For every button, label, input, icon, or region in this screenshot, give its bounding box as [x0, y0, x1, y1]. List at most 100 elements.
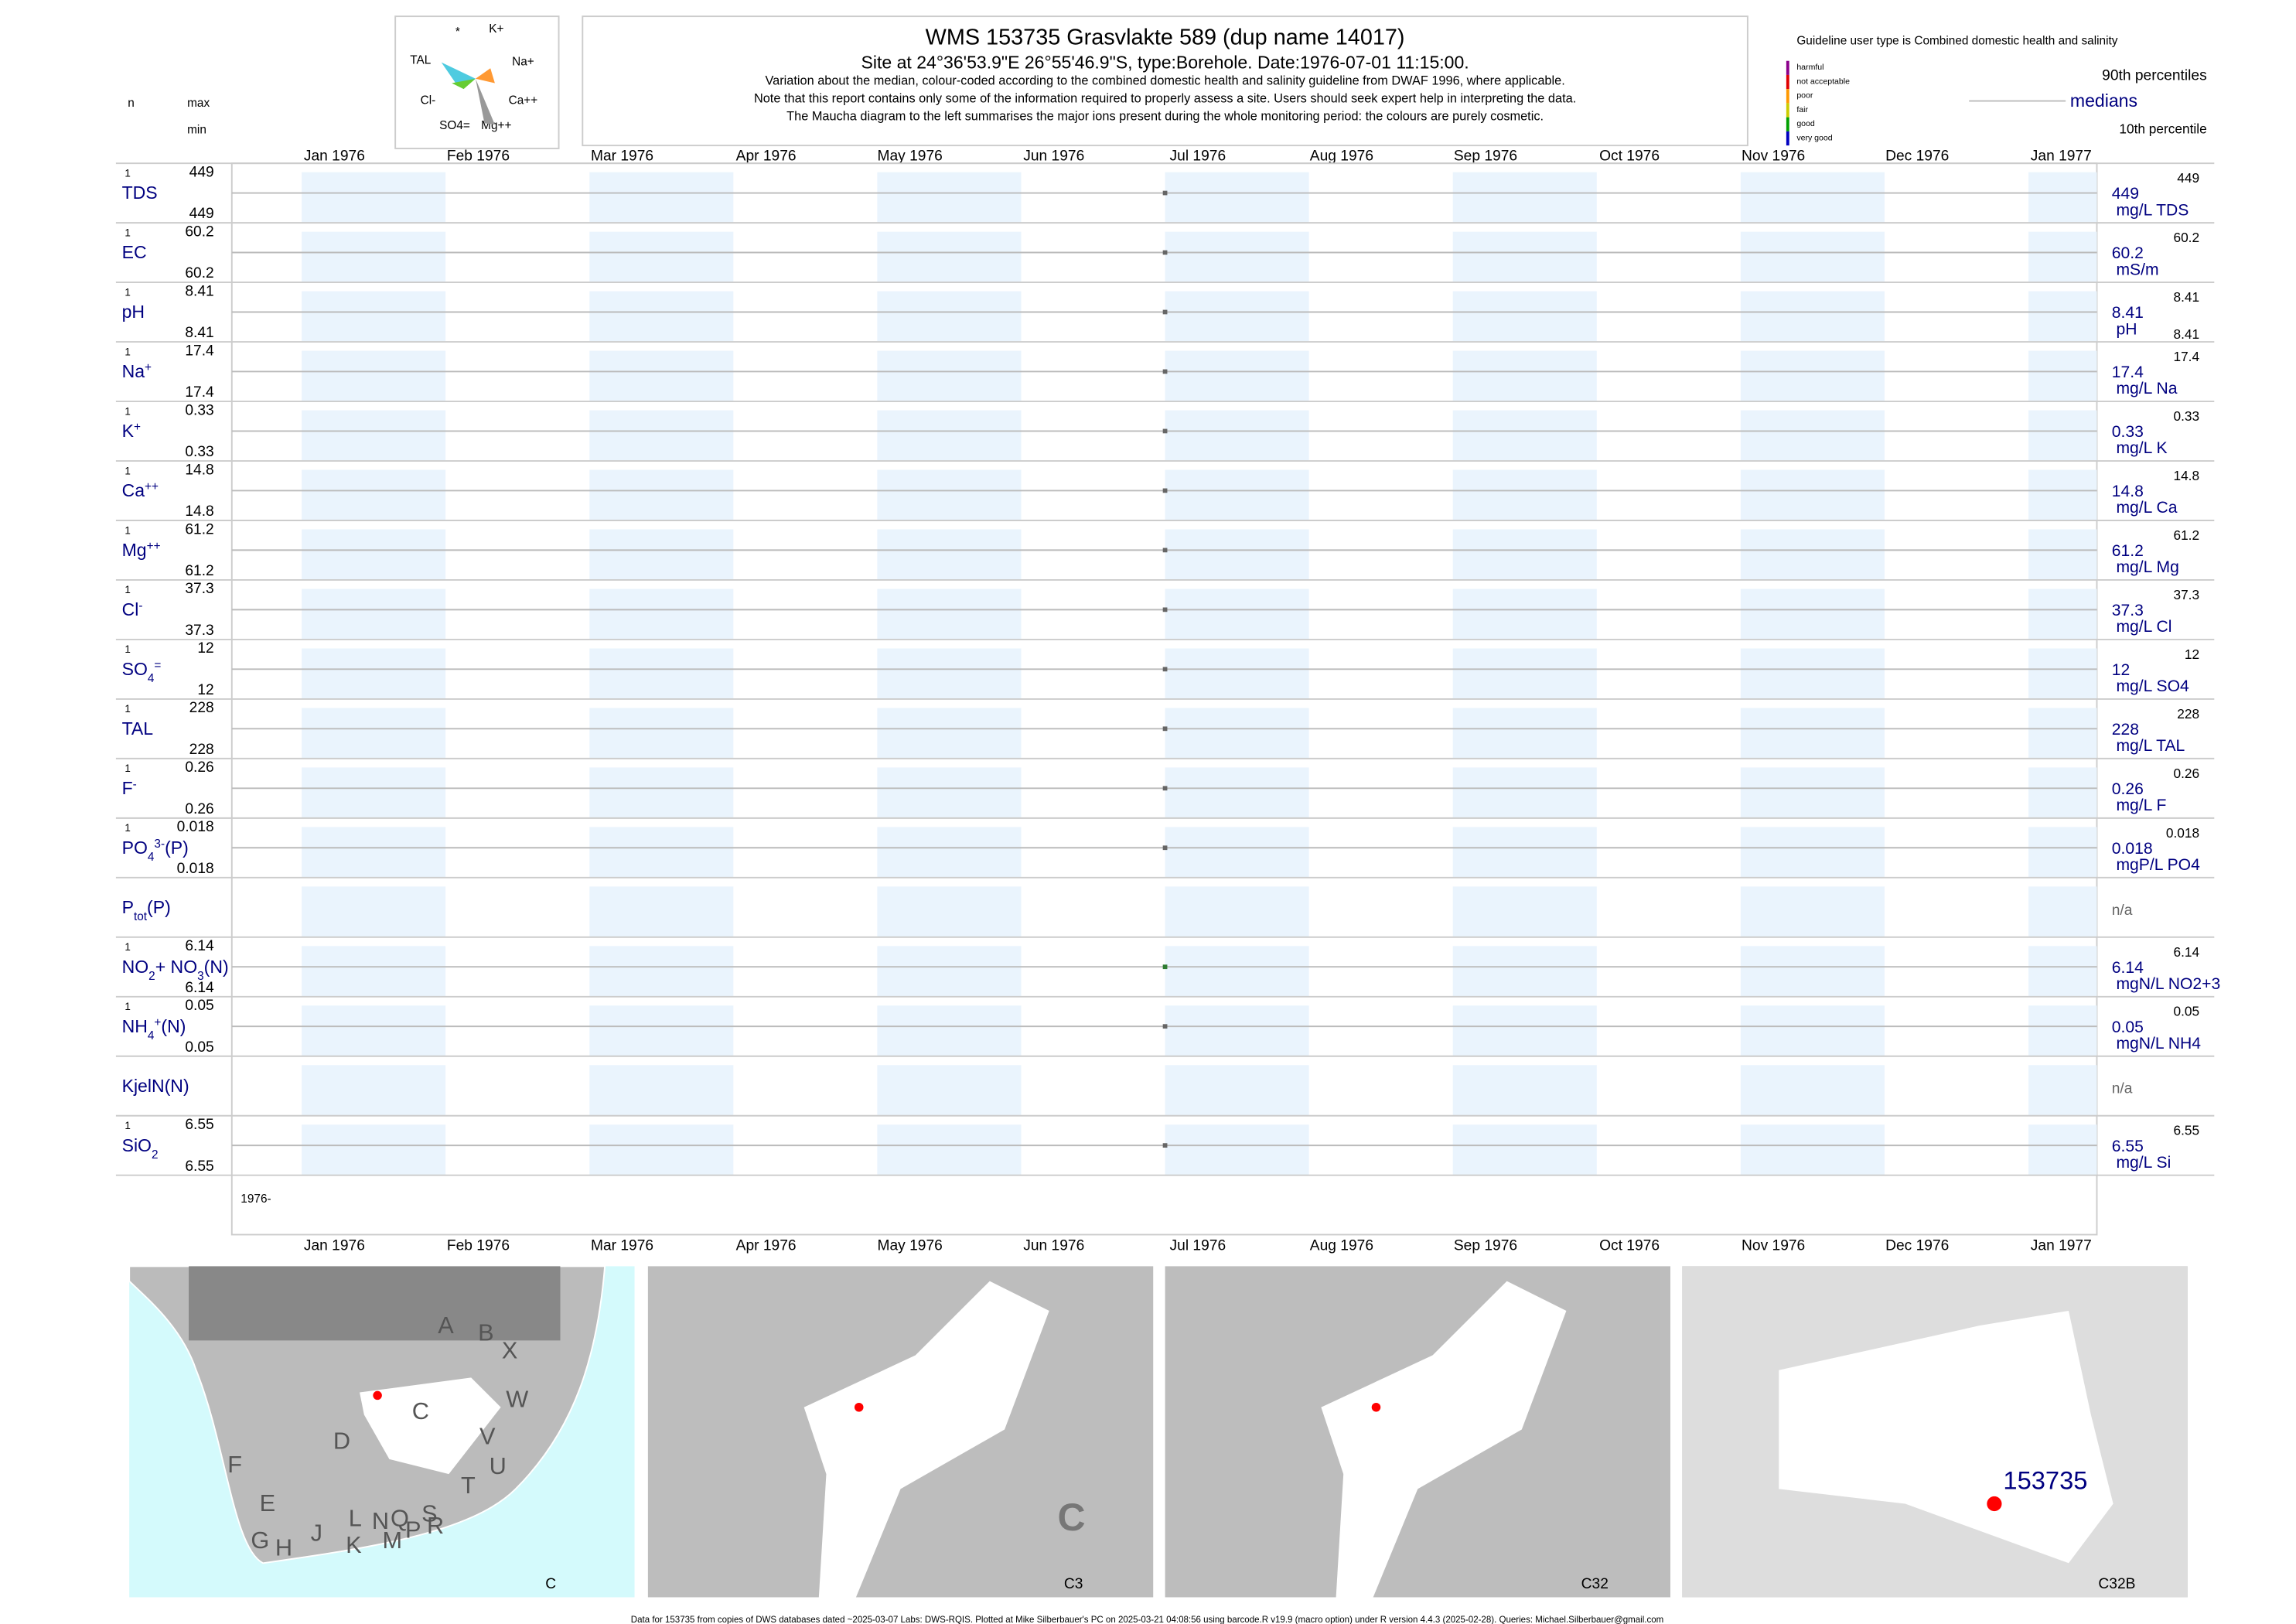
month-label: Mar 1976 — [591, 1237, 653, 1254]
median-label: 6.14 — [2112, 959, 2144, 977]
catchment — [360, 1377, 501, 1475]
month-band — [877, 767, 1022, 818]
month-band — [2028, 946, 2097, 997]
median-label: 0.26 — [2112, 780, 2144, 798]
name-part: 2 — [148, 969, 155, 982]
row-n: 1 — [125, 584, 130, 595]
month-band — [1740, 1124, 1885, 1175]
row-name: NO2+ NO3(N) — [122, 957, 229, 982]
legend-swatch — [1786, 117, 1789, 131]
month-band — [1740, 172, 1885, 223]
legend-class: poor — [1796, 91, 1813, 101]
map-letter: F — [227, 1451, 242, 1478]
legend-class: not acceptable — [1796, 77, 1850, 86]
row-name: Cl- — [122, 599, 143, 619]
row-min: 8.41 — [185, 325, 213, 341]
month-label: May 1976 — [878, 148, 943, 164]
month-band — [302, 886, 446, 937]
row-n: 1 — [125, 763, 130, 774]
name-part: pH — [122, 302, 145, 322]
month-band — [2028, 410, 2097, 462]
data-point — [1162, 250, 1168, 255]
month-label: Feb 1976 — [447, 1237, 510, 1254]
data-point — [1162, 1143, 1168, 1148]
row-min: 0.33 — [185, 444, 213, 460]
month-band — [877, 350, 1022, 402]
month-label: Feb 1976 — [447, 148, 510, 164]
month-band — [1165, 1005, 1309, 1056]
median-label: 6.55 — [2112, 1138, 2144, 1155]
month-band — [877, 708, 1022, 759]
row-min: 37.3 — [185, 623, 213, 639]
median-label: 0.05 — [2112, 1018, 2144, 1036]
map-shapes — [128, 1265, 606, 1564]
site-dot — [1987, 1496, 2002, 1512]
map-letter: R — [427, 1512, 444, 1539]
data-point — [1162, 964, 1168, 970]
month-band — [1165, 529, 1309, 580]
legend-swatch — [1786, 103, 1789, 118]
name-part: (P) — [165, 838, 189, 858]
month-band — [589, 231, 734, 283]
p90-label: 228 — [2177, 706, 2199, 722]
map-letter: N — [372, 1507, 389, 1534]
row-name: TDS — [122, 183, 158, 203]
name-part: 4 — [148, 672, 155, 685]
na: n/a — [2112, 1081, 2133, 1097]
name-part: ++ — [145, 480, 159, 493]
name-part: 4 — [148, 1029, 155, 1042]
name-part: ++ — [147, 540, 161, 553]
median-label: 14.8 — [2112, 483, 2144, 500]
month-band — [877, 410, 1022, 462]
data-point — [1162, 190, 1168, 196]
row-name: pH — [122, 302, 145, 322]
site-dot — [854, 1402, 864, 1412]
month-band — [1452, 231, 1597, 283]
row-min: 14.8 — [185, 503, 213, 520]
month-band — [589, 469, 734, 520]
row-max: 14.8 — [185, 462, 213, 478]
month-band — [1165, 589, 1309, 640]
row-name: Na+ — [122, 361, 152, 381]
unit-label: mg/L K — [2116, 439, 2167, 457]
month-band — [589, 648, 734, 699]
map-label: C — [545, 1576, 556, 1592]
month-band — [1452, 648, 1597, 699]
month-band — [589, 708, 734, 759]
map-label: C32B — [2098, 1576, 2135, 1592]
note: The Maucha diagram to the left summarise… — [786, 109, 1544, 123]
name-part: tot — [134, 909, 148, 923]
month-band — [877, 1065, 1022, 1116]
row-name: F- — [122, 777, 137, 797]
month-band — [1740, 291, 1885, 343]
month-label: Jun 1976 — [1023, 148, 1084, 164]
map-shapes — [803, 1281, 1049, 1598]
name-part: PO — [122, 838, 148, 858]
unit-label: mS/m — [2116, 261, 2158, 278]
month-band — [589, 172, 734, 223]
row-n: 1 — [125, 822, 130, 834]
month-label: Sep 1976 — [1454, 148, 1517, 164]
month-band — [2028, 708, 2097, 759]
name-part: TAL — [122, 718, 154, 739]
name-part: Ca — [122, 480, 145, 500]
maucha-box — [394, 15, 560, 149]
row-max: 61.2 — [185, 521, 213, 537]
p90-label: 37.3 — [2173, 587, 2199, 602]
p90-label: 449 — [2177, 170, 2199, 186]
month-band — [302, 648, 446, 699]
name-part: 3 — [197, 969, 204, 982]
map-shapes — [1321, 1281, 1567, 1598]
month-band — [1452, 410, 1597, 462]
row-n: 1 — [125, 465, 130, 476]
catchment — [1779, 1310, 2113, 1564]
month-band — [589, 350, 734, 402]
row-n: 1 — [125, 405, 130, 417]
row-min: 6.14 — [185, 980, 214, 996]
maucha-label: SO4= — [439, 119, 470, 132]
name-part: Cl — [122, 599, 139, 619]
month-band — [2028, 172, 2097, 223]
data-point — [1162, 309, 1168, 315]
month-band — [1452, 529, 1597, 580]
p90-label: 6.55 — [2173, 1123, 2199, 1138]
